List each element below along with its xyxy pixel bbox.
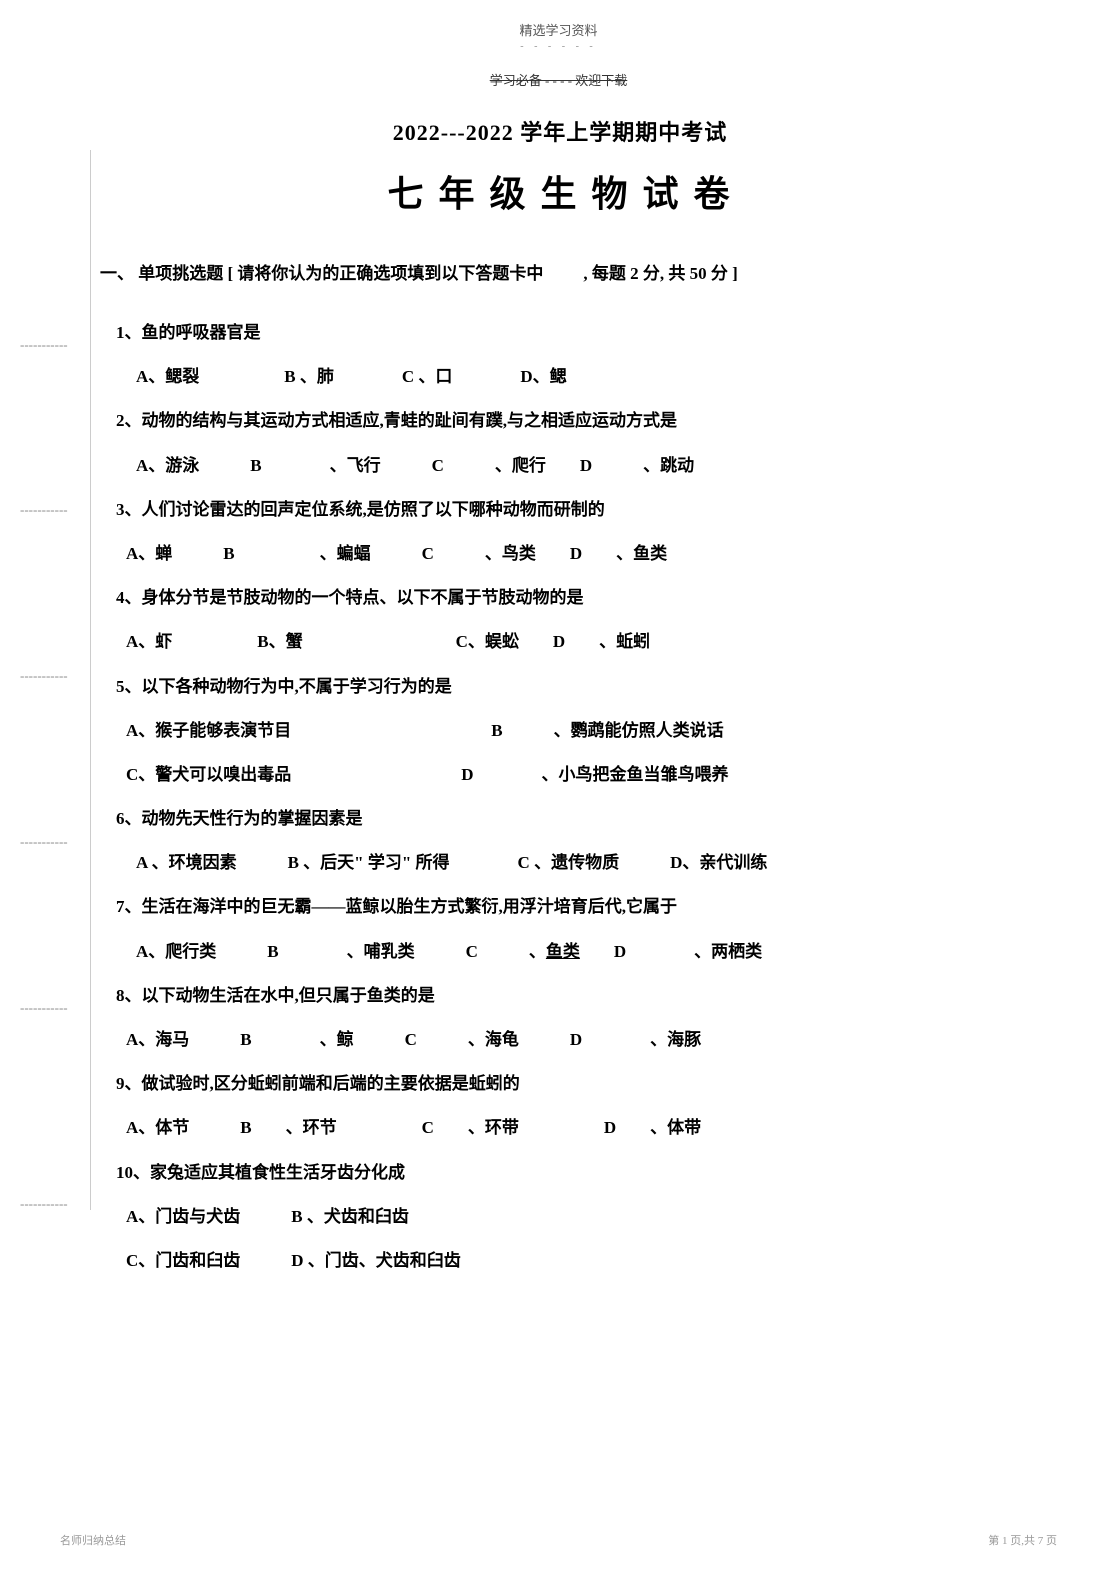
question-2: 2、动物的结构与其运动方式相适应,青蛙的趾间有蹼,与之相适应运动方式是 <box>116 399 1020 443</box>
year-title: 2022---2022 学年上学期期中考试 <box>100 115 1020 147</box>
question-5-options-row2: C、警犬可以嗅出毒品 D 、小鸟把金鱼当雏鸟喂养 <box>126 753 1020 797</box>
header-top: 精选学习资料 <box>0 0 1117 39</box>
footer-left: 名师归纳总结 <box>60 1532 126 1548</box>
dash-mark: ----------- <box>20 834 68 850</box>
header-dashes: - - - - - - <box>0 41 1117 52</box>
question-2-options: A、游泳 B 、飞行 C 、爬行 D 、跳动 <box>136 444 1020 488</box>
dash-mark: ----------- <box>20 668 68 684</box>
header-sub: 学习必备 - - - - 欢迎下载 <box>0 70 1117 89</box>
question-10: 10、家兔适应其植食性生活牙齿分化成 <box>116 1151 1020 1195</box>
dash-mark: ----------- <box>20 1000 68 1016</box>
question-5: 5、以下各种动物行为中,不属于学习行为的是 <box>116 665 1020 709</box>
section-heading: 一、 单项挑选题 [ 请将你认为的正确选项填到以下答题卡中 , 每题 2 分, 共… <box>100 257 1020 291</box>
question-6: 6、动物先天性行为的掌握因素是 <box>116 797 1020 841</box>
dash-mark: ----------- <box>20 1196 68 1212</box>
q5-opt-a: A、猴子能够表演节目 <box>126 721 291 740</box>
question-4: 4、身体分节是节肢动物的一个特点、以下不属于节肢动物的是 <box>116 576 1020 620</box>
q7-opts-b: D 、两栖类 <box>580 942 762 961</box>
section-suffix: , 每题 2 分, 共 50 分 ] <box>583 264 737 283</box>
question-9-options: A、体节 B 、环节 C 、环带 D 、体带 <box>126 1106 1020 1150</box>
question-8-options: A、海马 B 、鲸 C 、海龟 D 、海豚 <box>126 1018 1020 1062</box>
question-6-options: A 、环境因素 B 、后天" 学习" 所得 C 、遗传物质 D、亲代训练 <box>136 841 1020 885</box>
footer-right: 第 1 页,共 7 页 <box>988 1532 1057 1548</box>
left-margin-line <box>90 150 91 1210</box>
q7-opts-a: A、爬行类 B 、哺乳类 C 、 <box>136 942 546 961</box>
q5-opt-c: C、警犬可以嗅出毒品 <box>126 765 291 784</box>
question-1: 1、鱼的呼吸器官是 <box>116 311 1020 355</box>
question-5-options-row1: A、猴子能够表演节目 B 、鹦鹉能仿照人类说话 <box>126 709 1020 753</box>
main-title: 七 年 级 生 物 试 卷 <box>100 165 1020 217</box>
q5-opt-d: D 、小鸟把金鱼当雏鸟喂养 <box>461 765 728 784</box>
dash-mark: ----------- <box>20 502 68 518</box>
q7-fish-underline: 鱼类 <box>546 942 580 961</box>
page-content: 2022---2022 学年上学期期中考试 七 年 级 生 物 试 卷 一、 单… <box>100 115 1020 1283</box>
question-10-options-row2: C、门齿和臼齿 D 、门齿、犬齿和臼齿 <box>126 1239 1020 1283</box>
question-7: 7、生活在海洋中的巨无霸——蓝鲸以胎生方式繁衍,用浮汁培育后代,它属于 <box>116 885 1020 929</box>
question-1-options: A、鳃裂 B 、肺 C 、口 D、鳃 <box>136 355 1020 399</box>
question-9: 9、做试验时,区分蚯蚓前端和后端的主要依据是蚯蚓的 <box>116 1062 1020 1106</box>
question-10-options-row1: A、门齿与犬齿 B 、犬齿和臼齿 <box>126 1195 1020 1239</box>
question-7-options: A、爬行类 B 、哺乳类 C 、鱼类 D 、两栖类 <box>136 930 1020 974</box>
dash-mark: ----------- <box>20 337 68 353</box>
question-4-options: A、虾 B、蟹 C、蜈蚣 D 、蚯蚓 <box>126 620 1020 664</box>
section-prefix: 一、 单项挑选题 [ 请将你认为的正确选项填到以下答题卡中 <box>100 264 543 283</box>
question-3: 3、人们讨论雷达的回声定位系统,是仿照了以下哪种动物而研制的 <box>116 488 1020 532</box>
question-8: 8、以下动物生活在水中,但只属于鱼类的是 <box>116 974 1020 1018</box>
question-3-options: A、蝉 B 、蝙蝠 C 、鸟类 D 、鱼类 <box>126 532 1020 576</box>
q5-opt-b: B 、鹦鹉能仿照人类说话 <box>491 721 723 740</box>
